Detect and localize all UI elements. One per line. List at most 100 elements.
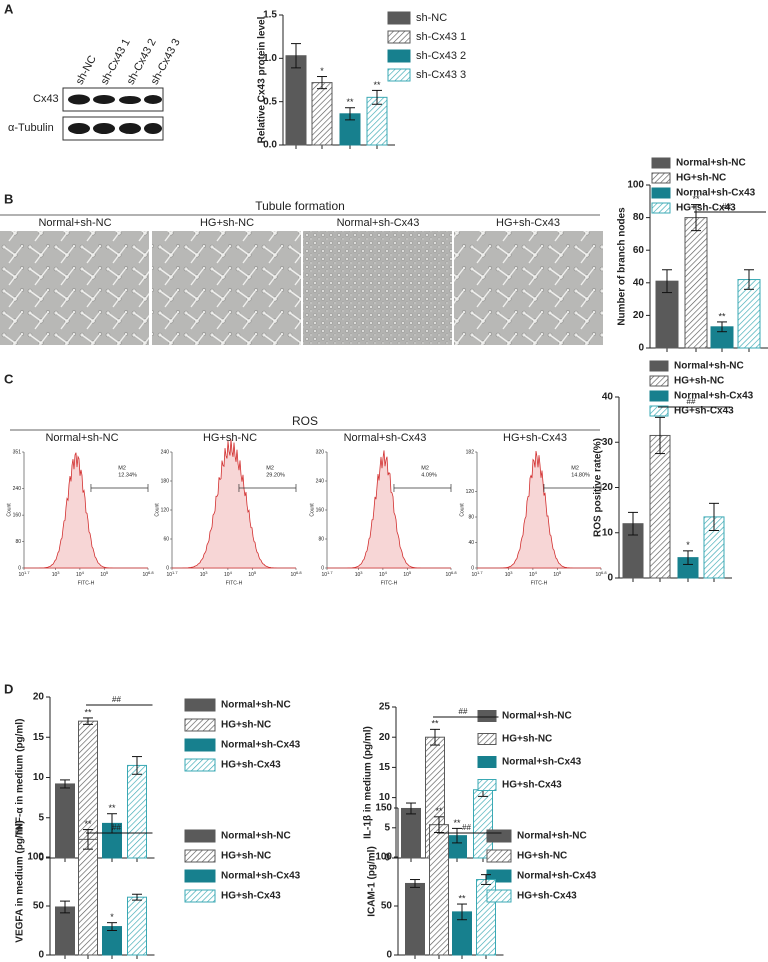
bracket-label: ##: [462, 823, 471, 832]
y-tick-label: 150: [375, 803, 392, 814]
legend-swatch: [651, 202, 671, 214]
legend-swatch: [651, 187, 671, 199]
y-tick-label: 10: [379, 792, 391, 803]
significance-star: **: [108, 803, 116, 813]
y-axis-label: TNF-α in medium (pg/ml): [15, 719, 26, 837]
bar: [405, 882, 425, 956]
tick-base: 10: [166, 572, 172, 578]
legend-swatch: [649, 390, 669, 402]
flow-x-label: FITC-H: [226, 580, 243, 586]
flow-y-tick-label: 80: [15, 539, 21, 545]
tick-base: 10: [248, 572, 254, 578]
flow-y-tick-label: 320: [316, 449, 325, 455]
y-tick-label: 25: [379, 702, 391, 713]
blot-row-label: Cx43: [33, 93, 59, 105]
bar: [127, 764, 147, 859]
tick-exp: 4: [230, 570, 233, 575]
flow-y-tick-label: 0: [18, 565, 21, 571]
y-tick-label: 20: [602, 482, 614, 493]
tick-exp: 1.7: [477, 570, 483, 575]
y-tick-label: 20: [379, 732, 391, 743]
tick-exp: 3: [360, 570, 363, 575]
significance-star: **: [373, 80, 381, 90]
flow-x-label: FITC-H: [78, 580, 95, 586]
legend-swatch: [486, 849, 512, 863]
y-tick-label: 40: [602, 392, 614, 403]
y-tick-label: 0: [638, 343, 644, 354]
y-tick-label: 0.0: [263, 140, 277, 151]
legend-label: sh-Cx43 2: [416, 50, 466, 62]
legend-label: Normal+sh-NC: [221, 831, 291, 842]
bar: [401, 807, 421, 859]
flow-y-tick-label: 80: [468, 514, 474, 520]
bar: [473, 789, 493, 859]
image-caption: HG+sh-NC: [200, 217, 254, 229]
significance-star: **: [84, 819, 92, 829]
legend-label: sh-Cx43 3: [416, 69, 466, 81]
y-tick-label: 40: [633, 277, 645, 288]
flow-x-tick-label: 101.7: [321, 570, 333, 578]
y-axis-label: Relative Cx43 protein level: [257, 16, 268, 143]
bar: [684, 217, 708, 349]
tick-base: 10: [290, 572, 296, 578]
legend-swatch: [184, 869, 216, 883]
y-tick-label: 30: [602, 437, 614, 448]
flow-y-label: Count: [6, 503, 12, 517]
plot-caption: Normal+sh-Cx43: [344, 432, 427, 444]
tick-exp: 6.8: [451, 570, 457, 575]
legend-swatch: [649, 405, 669, 417]
flow-x-tick-label: 103: [52, 570, 61, 578]
legend-swatch: [651, 157, 671, 169]
significance-star: **: [458, 893, 466, 903]
flow-y-tick-label: 160: [13, 512, 22, 518]
y-tick-label: 100: [375, 852, 392, 863]
tick-base: 10: [553, 572, 559, 578]
tick-exp: 1.7: [327, 570, 333, 575]
flow-y-tick-label: 160: [316, 507, 325, 513]
legend-swatch: [651, 172, 671, 184]
panel-label: C: [4, 371, 14, 386]
y-tick-label: 15: [379, 762, 391, 773]
tick-base: 10: [52, 572, 58, 578]
y-tick-label: 20: [633, 310, 645, 321]
y-tick-label: 0: [38, 853, 44, 864]
legend-label: HG+sh-Cx43: [674, 406, 734, 417]
gate-label: M2: [266, 465, 274, 471]
legend-label: HG+sh-Cx43: [221, 760, 281, 771]
legend-label: HG+sh-NC: [221, 851, 271, 862]
section-title: ROS: [292, 414, 318, 428]
micrograph: [152, 231, 301, 345]
micrograph: [303, 231, 452, 345]
y-tick-label: 0.5: [263, 96, 277, 107]
blot-bands: [68, 94, 162, 134]
bar: [55, 906, 75, 956]
legend-swatch: [477, 710, 497, 722]
legend-swatch: [184, 758, 216, 772]
bar: [429, 824, 449, 956]
tick-exp: 4: [82, 570, 85, 575]
legend-swatch: [184, 829, 216, 843]
blot-row-label: α-Tubulin: [8, 122, 54, 134]
tick-exp: 5: [254, 570, 257, 575]
flow-y-tick-label: 240: [13, 486, 22, 492]
flow-x-tick-label: 104: [76, 570, 85, 578]
bar: [649, 434, 671, 579]
y-axis-label: ROS positive rate(%): [593, 438, 604, 537]
y-tick-label: 0: [607, 573, 613, 584]
legend-label: HG+sh-NC: [221, 720, 271, 731]
legend-swatch: [387, 49, 411, 63]
histogram: [171, 439, 296, 569]
tick-base: 10: [18, 572, 24, 578]
flow-y-label: Count: [154, 503, 160, 517]
tick-base: 10: [379, 572, 385, 578]
tick-exp: 6.8: [148, 570, 154, 575]
y-tick-label: 1.5: [263, 10, 277, 21]
tick-base: 10: [76, 572, 82, 578]
tick-base: 10: [505, 572, 511, 578]
y-tick-label: 5: [384, 822, 390, 833]
legend-label: Normal+sh-Cx43: [502, 757, 582, 768]
bar: [285, 55, 307, 146]
y-tick-label: 50: [381, 901, 393, 912]
significance-star: **: [453, 818, 461, 828]
